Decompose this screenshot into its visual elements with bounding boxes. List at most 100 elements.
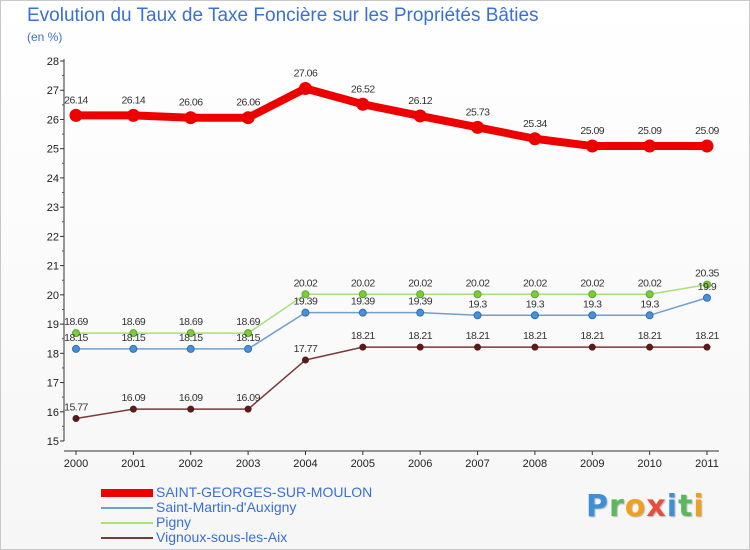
series-line <box>76 283 708 334</box>
x-tick-label: 2006 <box>408 458 432 470</box>
x-tick-label: 2000 <box>64 458 88 470</box>
data-label: 18.21 <box>351 330 375 342</box>
data-label: 19.3 <box>640 298 659 310</box>
brand-logo-letter: t <box>678 489 694 524</box>
data-point <box>129 344 138 353</box>
series-line <box>76 297 708 350</box>
data-label: 18.69 <box>121 316 145 328</box>
data-point <box>530 311 539 320</box>
data-label: 15.77 <box>64 401 88 413</box>
series-layer <box>69 81 714 422</box>
series-3 <box>72 343 711 422</box>
brand-logo-letter: r <box>609 489 625 524</box>
data-point <box>471 120 485 134</box>
data-point <box>301 356 309 364</box>
legend-swatch <box>101 537 153 539</box>
x-tick-label: 2010 <box>637 458 661 470</box>
x-tick-label: 2001 <box>121 458 145 470</box>
data-label: 16.09 <box>121 392 145 404</box>
data-point <box>72 344 80 353</box>
data-label: 19.9 <box>698 281 717 293</box>
data-label: 20.02 <box>408 277 432 289</box>
series-0 <box>69 81 714 153</box>
data-point <box>643 139 657 153</box>
chart-title: Evolution du Taux de Taxe Foncière sur l… <box>27 5 539 26</box>
y-tick-label: 15 <box>47 436 59 448</box>
y-tick-label: 23 <box>47 202 59 214</box>
data-label: 20.02 <box>466 277 490 289</box>
data-point <box>413 109 427 123</box>
data-point <box>186 329 195 338</box>
data-point <box>356 97 370 111</box>
data-point <box>244 329 253 338</box>
legend-label: Saint-Martin-d'Auxigny <box>156 499 297 515</box>
data-label: 16.09 <box>236 392 260 404</box>
data-label: 19.39 <box>351 296 375 308</box>
data-point <box>585 139 599 153</box>
series-1 <box>72 293 711 353</box>
data-point <box>301 290 310 299</box>
y-tick-label: 16 <box>47 407 59 419</box>
y-tick-label: 20 <box>47 290 59 302</box>
brand-logo-letter: i <box>666 489 679 524</box>
data-label: 18.21 <box>638 330 662 342</box>
data-label: 18.15 <box>179 332 203 344</box>
brand-logo-letter: o <box>624 489 647 524</box>
brand-logo-letter: i <box>693 489 705 524</box>
series-2 <box>72 280 711 338</box>
data-label: 26.12 <box>408 95 432 107</box>
data-label: 18.21 <box>408 330 432 342</box>
x-tick-label: 2005 <box>351 458 375 470</box>
brand-logo-letter: x <box>646 489 667 524</box>
y-tick-label: 19 <box>47 319 59 331</box>
data-label: 18.21 <box>695 330 719 342</box>
data-label: 18.15 <box>121 332 145 344</box>
data-label: 20.35 <box>695 268 719 280</box>
y-tick-label: 28 <box>47 56 59 68</box>
data-point <box>416 308 425 317</box>
x-tick-label: 2008 <box>523 458 547 470</box>
data-point <box>72 329 80 338</box>
data-point <box>473 311 482 320</box>
series-line <box>76 84 707 151</box>
line-chart: 15 16 17 18 19 20 21 22 23 24 25 26 27 28 2000 2001 2002… <box>47 56 720 470</box>
data-point <box>703 293 711 302</box>
data-point <box>186 344 195 353</box>
data-label: 19.39 <box>294 296 318 308</box>
data-point <box>244 405 252 413</box>
data-label: 19.3 <box>583 298 602 310</box>
x-tick-label: 2011 <box>695 458 719 470</box>
data-point <box>528 132 542 146</box>
x-tick-label: 2002 <box>178 458 202 470</box>
data-label: 18.21 <box>580 330 604 342</box>
data-label: 26.06 <box>179 97 203 109</box>
y-tick-label: 24 <box>47 173 59 185</box>
data-label: 18.15 <box>64 332 88 344</box>
data-label: 17.77 <box>294 343 318 355</box>
data-label: 18.21 <box>466 330 490 342</box>
legend-label: Vignoux-sous-les-Aix <box>156 529 288 545</box>
data-label: 25.09 <box>638 125 662 137</box>
data-point <box>473 290 482 299</box>
data-point <box>69 108 83 122</box>
y-tick-label: 17 <box>47 378 59 390</box>
data-point <box>126 108 140 122</box>
data-point <box>298 81 312 95</box>
data-point <box>359 343 367 351</box>
x-tick-label: 2007 <box>465 458 489 470</box>
data-point <box>530 290 539 299</box>
data-point <box>531 343 539 351</box>
data-point <box>645 311 654 320</box>
data-point <box>588 290 597 299</box>
y-tick-label: 27 <box>47 85 59 97</box>
brand-logo: Proxiti <box>586 489 705 524</box>
x-tick-label: 2003 <box>236 458 260 470</box>
legend-swatch <box>101 489 153 497</box>
data-label: 19.3 <box>526 298 545 310</box>
data-point <box>187 405 195 413</box>
data-point <box>416 290 425 299</box>
series-line <box>75 346 707 420</box>
y-tick-label: 22 <box>47 231 59 243</box>
data-point <box>703 280 711 289</box>
